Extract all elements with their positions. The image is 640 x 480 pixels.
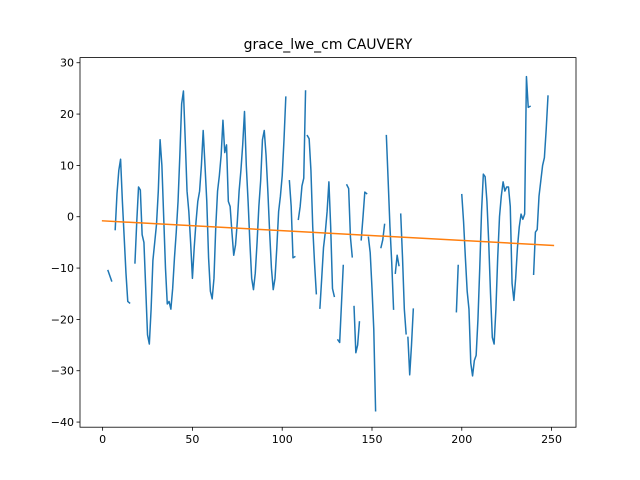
series-1-line-segment: [367, 236, 377, 412]
x-tick-label: 250: [541, 433, 562, 446]
series-1-line-segment: [288, 179, 296, 259]
series-1-line-segment: [394, 254, 400, 275]
y-tick-label: 20: [60, 108, 74, 121]
plot-area: [101, 75, 555, 412]
x-tick-label: 200: [451, 433, 472, 446]
series-1-line-segment: [345, 183, 354, 258]
y-tick-label: 0: [67, 211, 74, 224]
axes: 0 50 100 150 200 250 −40 −30 −20 −10 0 10 20 30: [51, 57, 577, 446]
y-tick-label: −10: [51, 262, 74, 275]
series-2-line-segment: [101, 220, 555, 247]
y-tick-label: 10: [60, 159, 74, 172]
chart-title: grace_lwe_cm CAUVERY: [244, 37, 413, 53]
x-tick-label: 100: [272, 433, 293, 446]
series-1-line-segment: [460, 75, 532, 377]
series-1-line-segment: [407, 308, 415, 376]
series-1-line-segment: [455, 264, 459, 313]
series-1-line-segment: [385, 134, 395, 310]
series-1-line-segment: [380, 223, 386, 249]
y-tick-label: −40: [51, 416, 74, 429]
series-1-line-segment: [336, 264, 345, 344]
series-1-line-segment: [306, 134, 318, 295]
series-1-line-segment: [319, 181, 336, 309]
x-tick-label: 0: [99, 433, 106, 446]
series-1-line-segment: [399, 213, 407, 335]
series-1-line-segment: [134, 90, 287, 345]
series-1-line-segment: [532, 95, 549, 276]
axes-frame: [79, 57, 577, 428]
series-1-line-segment: [353, 305, 361, 354]
series-1-line-segment: [114, 158, 131, 305]
series-1-line-segment: [360, 191, 368, 241]
y-tick-label: −20: [51, 313, 74, 326]
series-1-line-segment: [297, 90, 307, 221]
y-tick-label: −30: [51, 365, 74, 378]
x-tick-label: 50: [185, 433, 199, 446]
x-tick-label: 150: [361, 433, 382, 446]
series-1-line-segment: [107, 269, 113, 282]
y-tick-label: 30: [60, 57, 74, 70]
